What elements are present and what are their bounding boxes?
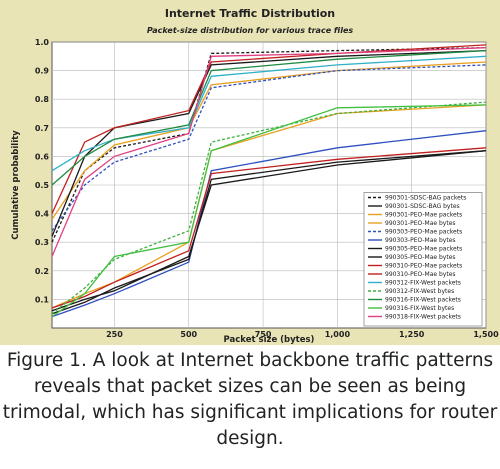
- y-tick-label: 0.6: [35, 152, 50, 161]
- legend-entry: 990310-PEO-Mae bytes: [385, 271, 456, 278]
- legend-entry: 990316-FIX-West packets: [385, 297, 461, 304]
- series-line: [51, 101, 487, 315]
- series-line: [51, 49, 487, 186]
- y-tick-label: 1.0: [35, 38, 50, 47]
- legend-entry: 990305-PEO-Mae bytes: [385, 254, 456, 261]
- legend-entry: 990312-FIX-West bytes: [385, 288, 454, 295]
- figure-caption: Figure 1. A look at Internet backbone tr…: [2, 350, 498, 449]
- legend-entry: 990301-SDSC-BAG bytes: [385, 203, 460, 210]
- series-line: [51, 47, 487, 257]
- series-line: [51, 55, 487, 172]
- chart-title: Internet Traffic Distribution: [165, 7, 335, 20]
- x-tick-label: 750: [255, 330, 272, 339]
- x-axis-label: Packet size (bytes): [224, 335, 315, 345]
- legend-entry: 990303-PEO-Mae packets: [385, 229, 462, 236]
- legend-entry: 990312-FIX-West packets: [385, 280, 461, 287]
- x-tick-label: 500: [180, 330, 197, 339]
- y-tick-label: 0.1: [35, 295, 50, 304]
- y-tick-label: 0.7: [35, 124, 49, 133]
- legend-entry: 990305-PEO-Mae packets: [385, 246, 462, 253]
- chart-subtitle: Packet-size distribution for various tra…: [147, 26, 354, 35]
- x-tick-label: 1,250: [399, 330, 425, 339]
- y-axis-label: Cumulative probability: [11, 130, 21, 240]
- legend-entry: 990303-PEO-Mae bytes: [385, 237, 456, 244]
- tick-layer: 0.1 0.2 0.3 0.4 0.5 0.6 0.7 0.8 0.9 1.0 250 500 750 1…: [35, 38, 499, 339]
- chart-panel: Internet Traffic Distribution Packet-siz…: [0, 0, 500, 345]
- series-line: [51, 64, 487, 232]
- legend-entry: 990301-PEO-Mae packets: [385, 212, 462, 219]
- x-tick-label: 1,500: [473, 330, 499, 339]
- legend-entry: 990318-FIX-West packets: [385, 314, 461, 321]
- legend-entry: 990301-SDSC-BAG packets: [385, 195, 466, 202]
- legend-entry: 990301-PEO-Mae bytes: [385, 220, 456, 227]
- y-tick-label: 0.5: [35, 181, 50, 190]
- series-line: [51, 150, 487, 312]
- y-tick-label: 0.9: [35, 67, 50, 76]
- series-line: [51, 130, 487, 318]
- x-tick-label: 1,000: [325, 330, 351, 339]
- chart-svg: Internet Traffic Distribution Packet-siz…: [11, 7, 499, 345]
- x-tick-label: 250: [106, 330, 123, 339]
- series-line: [51, 150, 487, 315]
- y-tick-label: 0.2: [35, 267, 49, 276]
- legend-entry: 990316-FIX-West bytes: [385, 305, 454, 312]
- y-tick-label: 0.4: [35, 210, 50, 219]
- legend-entry: 990310-PEO-Mae packets: [385, 263, 462, 270]
- legend-box: [363, 192, 483, 327]
- series-line: [51, 104, 487, 318]
- y-tick-label: 0.3: [35, 238, 49, 247]
- series-layer: [51, 44, 487, 318]
- y-tick-label: 0.8: [35, 95, 50, 104]
- series-line: [51, 147, 487, 309]
